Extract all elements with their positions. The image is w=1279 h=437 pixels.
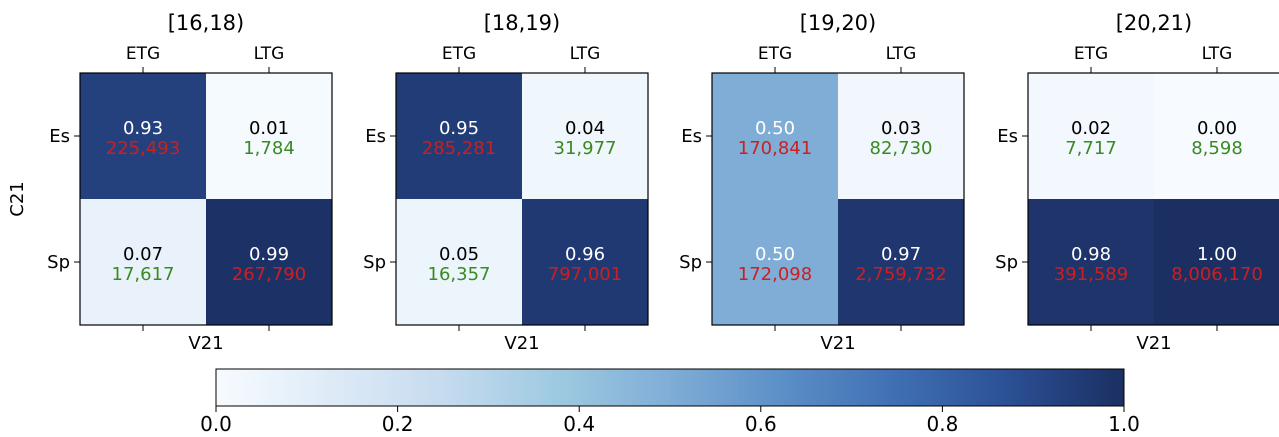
y-tick-label: Sp xyxy=(679,252,702,273)
heatmap-cell xyxy=(1028,73,1154,199)
heatmap-cell xyxy=(838,73,964,199)
y-tick-label: Sp xyxy=(363,252,386,273)
x-tick-label: LTG xyxy=(254,44,285,64)
cell-value-label: 0.97 xyxy=(881,244,921,265)
panel-title: [16,18) xyxy=(168,11,245,35)
heatmap-cell xyxy=(522,73,648,199)
colorbar-tick-label: 0.4 xyxy=(563,412,595,436)
cell-value-label: 0.00 xyxy=(1197,118,1237,139)
x-axis-label: V21 xyxy=(820,333,855,354)
cell-count-label: 797,001 xyxy=(548,264,622,285)
colorbar-gradient xyxy=(215,368,1125,407)
heatmap-cell xyxy=(712,73,838,199)
cell-count-label: 225,493 xyxy=(106,138,180,159)
cell-count-label: 82,730 xyxy=(870,138,933,159)
cell-count-label: 31,977 xyxy=(554,138,617,159)
cell-value-label: 0.96 xyxy=(565,244,605,265)
cell-value-label: 0.50 xyxy=(755,118,795,139)
cell-value-label: 0.04 xyxy=(565,118,605,139)
panel-frame xyxy=(79,72,333,326)
panel-title: [18,19) xyxy=(484,11,561,35)
heatmap-cell xyxy=(712,199,838,325)
colorbar-tick-label: 1.0 xyxy=(1108,412,1140,436)
y-tick-label: Es xyxy=(49,126,70,147)
y-tick-label: Es xyxy=(365,126,386,147)
cell-value-label: 0.02 xyxy=(1071,118,1111,139)
y-axis-label: C21 xyxy=(7,181,28,216)
cell-count-label: 267,790 xyxy=(232,264,306,285)
x-tick-label: LTG xyxy=(570,44,601,64)
panel-frame xyxy=(1027,72,1279,326)
colorbar: 0.0 0.2 0.4 0.6 0.8 1.0 xyxy=(200,368,1140,436)
cell-value-label: 0.95 xyxy=(439,118,479,139)
cell-count-label: 2,759,732 xyxy=(855,264,947,285)
heatmap-cell xyxy=(1028,199,1154,325)
x-tick-label: ETG xyxy=(1074,44,1108,64)
cell-count-label: 170,841 xyxy=(738,138,812,159)
cell-count-label: 16,357 xyxy=(428,264,491,285)
cell-count-label: 172,098 xyxy=(738,264,812,285)
cell-value-label: 0.50 xyxy=(755,244,795,265)
panel-frame xyxy=(395,72,649,326)
cell-value-label: 0.05 xyxy=(439,244,479,265)
x-tick-label: LTG xyxy=(886,44,917,64)
cell-count-label: 8,598 xyxy=(1191,138,1243,159)
panel-title: [20,21) xyxy=(1116,11,1193,35)
heatmap-cell xyxy=(522,199,648,325)
x-axis-label: V21 xyxy=(188,333,223,354)
x-axis-label: V21 xyxy=(504,333,539,354)
cell-count-label: 1,784 xyxy=(243,138,295,159)
heatmap-cell xyxy=(396,73,522,199)
y-tick-label: Sp xyxy=(995,252,1018,273)
colorbar-tick-label: 0.0 xyxy=(200,412,232,436)
panel-title: [19,20) xyxy=(800,11,877,35)
cell-count-label: 17,617 xyxy=(112,264,175,285)
cell-value-label: 1.00 xyxy=(1197,244,1237,265)
cell-count-label: 391,589 xyxy=(1054,264,1128,285)
panel-frame xyxy=(711,72,965,326)
heatmap-cell xyxy=(1154,73,1279,199)
heatmap-cell xyxy=(396,199,522,325)
heatmap-panel: [19,20)0.50170,8410.0382,7300.50172,0980… xyxy=(679,11,965,354)
heatmap-cell xyxy=(80,73,206,199)
cell-value-label: 0.01 xyxy=(249,118,289,139)
cell-value-label: 0.07 xyxy=(123,244,163,265)
heatmap-cell xyxy=(1154,199,1279,325)
cell-count-label: 8,006,170 xyxy=(1171,264,1263,285)
y-tick-label: Es xyxy=(681,126,702,147)
x-tick-label: ETG xyxy=(442,44,476,64)
x-tick-label: ETG xyxy=(126,44,160,64)
colorbar-tick-label: 0.6 xyxy=(745,412,777,436)
y-tick-label: Es xyxy=(997,126,1018,147)
cell-value-label: 0.03 xyxy=(881,118,921,139)
x-axis-label: V21 xyxy=(1136,333,1171,354)
heatmap-cell xyxy=(206,73,332,199)
x-tick-label: LTG xyxy=(1202,44,1233,64)
colorbar-tick-label: 0.8 xyxy=(926,412,958,436)
x-tick-label: ETG xyxy=(758,44,792,64)
cell-value-label: 0.93 xyxy=(123,118,163,139)
colorbar-tick-label: 0.2 xyxy=(382,412,414,436)
cell-value-label: 0.99 xyxy=(249,244,289,265)
cell-count-label: 285,281 xyxy=(422,138,496,159)
heatmap-cell xyxy=(206,199,332,325)
cell-count-label: 7,717 xyxy=(1065,138,1117,159)
heatmap-cell xyxy=(838,199,964,325)
y-tick-label: Sp xyxy=(47,252,70,273)
heatmap-cell xyxy=(80,199,206,325)
cell-value-label: 0.98 xyxy=(1071,244,1111,265)
